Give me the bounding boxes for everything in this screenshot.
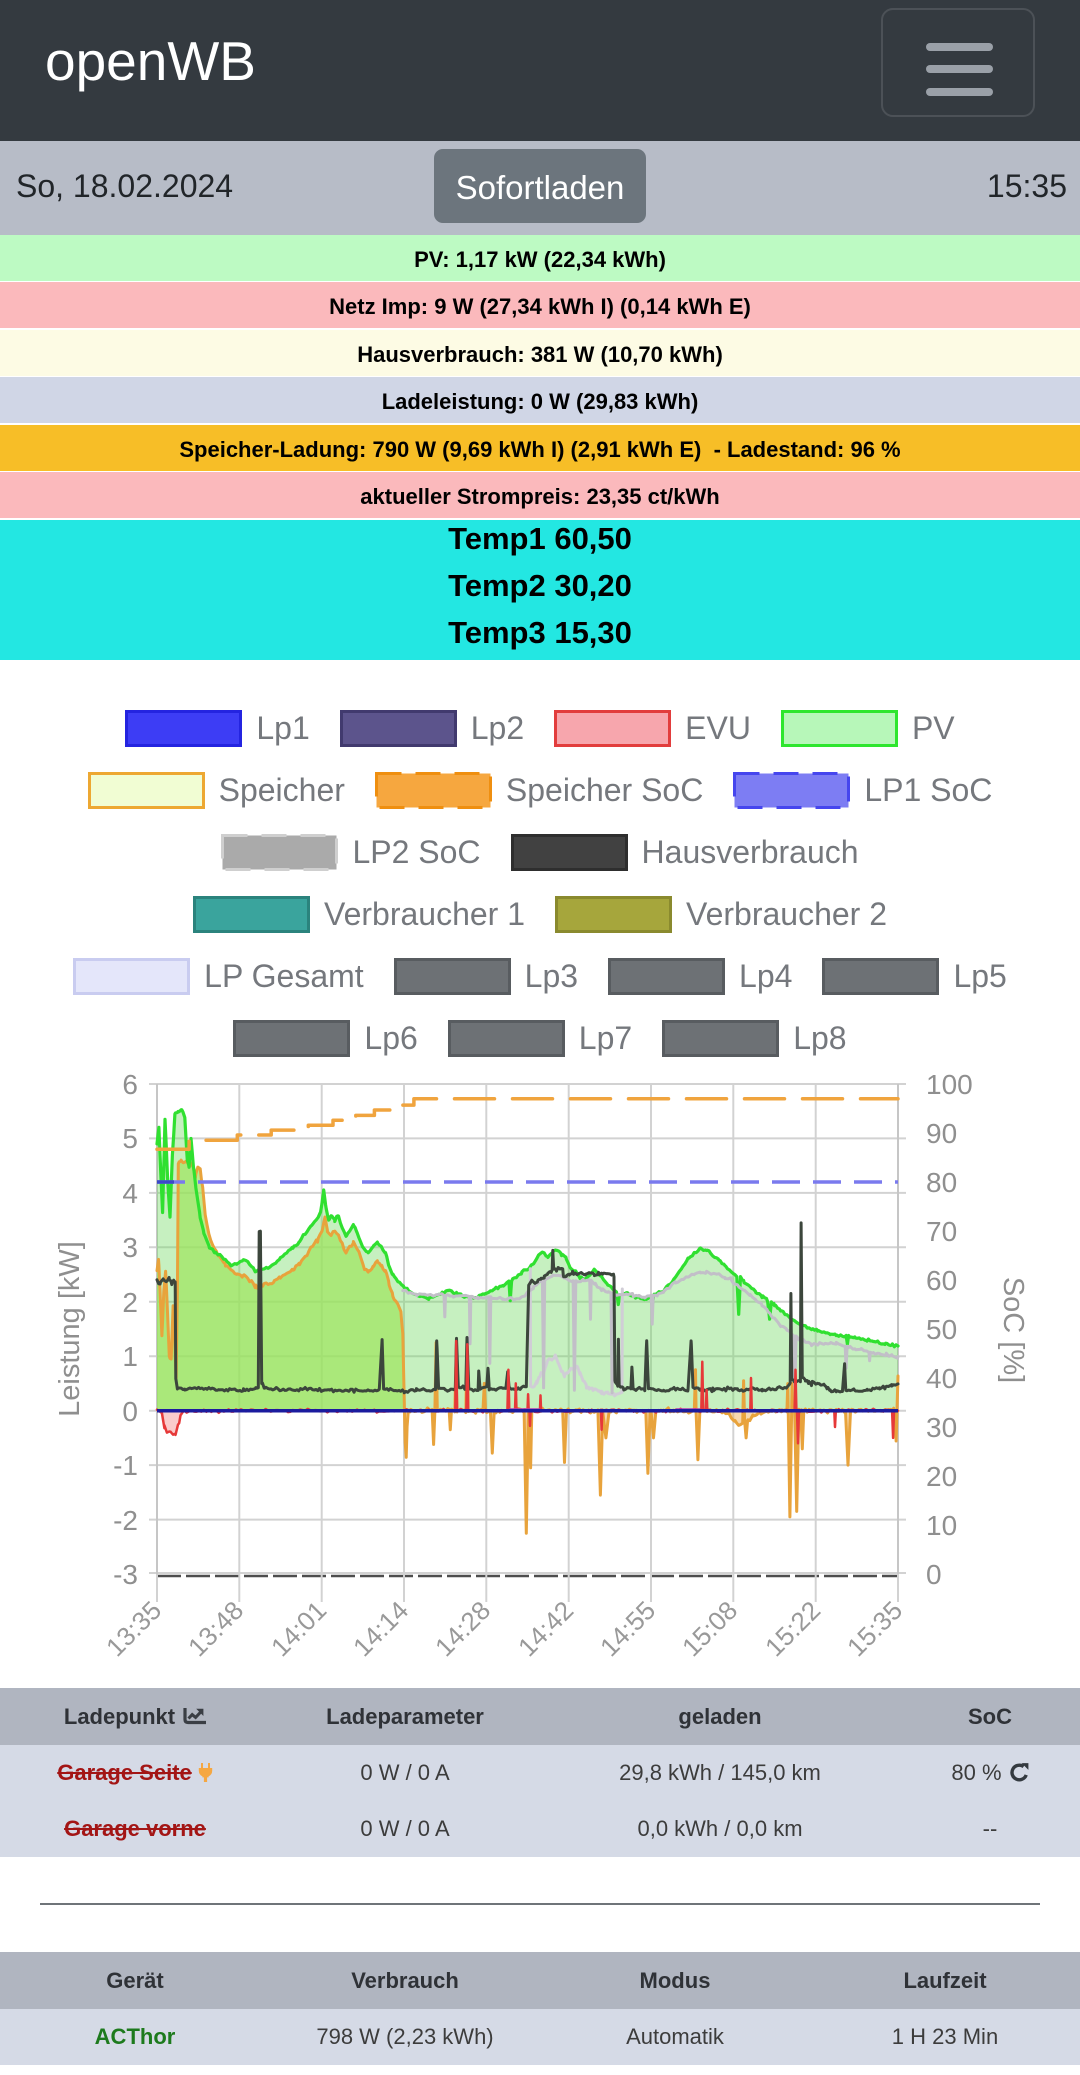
svg-text:-2: -2 — [113, 1505, 138, 1536]
svg-text:4: 4 — [122, 1178, 138, 1209]
svg-text:14:01: 14:01 — [265, 1595, 332, 1662]
svg-text:SoC [%]: SoC [%] — [997, 1277, 1029, 1383]
svg-text:15:22: 15:22 — [759, 1595, 826, 1662]
svg-text:14:14: 14:14 — [347, 1595, 414, 1662]
svg-text:100: 100 — [926, 1069, 973, 1100]
svg-text:0: 0 — [122, 1396, 138, 1427]
svg-text:50: 50 — [926, 1314, 957, 1345]
svg-text:90: 90 — [926, 1118, 957, 1149]
svg-text:6: 6 — [122, 1069, 138, 1100]
svg-text:5: 5 — [122, 1123, 138, 1154]
svg-text:0: 0 — [926, 1559, 942, 1590]
svg-text:70: 70 — [926, 1216, 957, 1247]
svg-text:13:35: 13:35 — [100, 1595, 167, 1662]
svg-text:15:08: 15:08 — [676, 1595, 743, 1662]
svg-text:10: 10 — [926, 1510, 957, 1541]
svg-text:60: 60 — [926, 1265, 957, 1296]
svg-text:3: 3 — [122, 1232, 138, 1263]
svg-text:14:28: 14:28 — [429, 1595, 496, 1662]
svg-text:80: 80 — [926, 1167, 957, 1198]
svg-text:14:42: 14:42 — [512, 1595, 579, 1662]
svg-text:-1: -1 — [113, 1450, 138, 1481]
svg-text:-3: -3 — [113, 1559, 138, 1590]
svg-text:Leistung [kW]: Leistung [kW] — [54, 1241, 86, 1417]
svg-text:30: 30 — [926, 1412, 957, 1443]
svg-text:20: 20 — [926, 1461, 957, 1492]
svg-text:15:35: 15:35 — [841, 1595, 908, 1662]
svg-text:13:48: 13:48 — [182, 1595, 249, 1662]
svg-text:14:55: 14:55 — [594, 1595, 661, 1662]
svg-text:2: 2 — [122, 1287, 138, 1318]
svg-text:40: 40 — [926, 1363, 957, 1394]
svg-text:1: 1 — [122, 1341, 138, 1372]
